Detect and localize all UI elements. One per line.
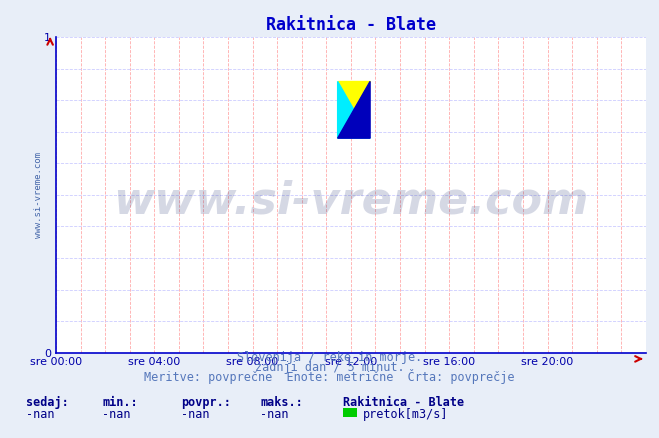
Title: Rakitnica - Blate: Rakitnica - Blate [266,16,436,34]
Text: maks.:: maks.: [260,396,303,410]
Text: pretok[m3/s]: pretok[m3/s] [362,408,448,421]
Text: Rakitnica - Blate: Rakitnica - Blate [343,396,464,410]
Text: zadnji dan / 5 minut.: zadnji dan / 5 minut. [254,361,405,374]
Text: sedaj:: sedaj: [26,396,69,410]
Text: povpr.:: povpr.: [181,396,231,410]
Polygon shape [337,81,370,138]
Text: -nan: -nan [102,408,130,421]
Text: -nan: -nan [260,408,289,421]
Text: www.si-vreme.com: www.si-vreme.com [113,180,588,223]
Polygon shape [337,81,370,138]
Text: -nan: -nan [26,408,55,421]
Y-axis label: www.si-vreme.com: www.si-vreme.com [34,152,43,238]
Text: min.:: min.: [102,396,138,410]
Text: Meritve: povprečne  Enote: metrične  Črta: povprečje: Meritve: povprečne Enote: metrične Črta:… [144,370,515,385]
Text: -nan: -nan [181,408,210,421]
Polygon shape [337,81,370,138]
Text: Slovenija / reke in morje.: Slovenija / reke in morje. [237,351,422,364]
